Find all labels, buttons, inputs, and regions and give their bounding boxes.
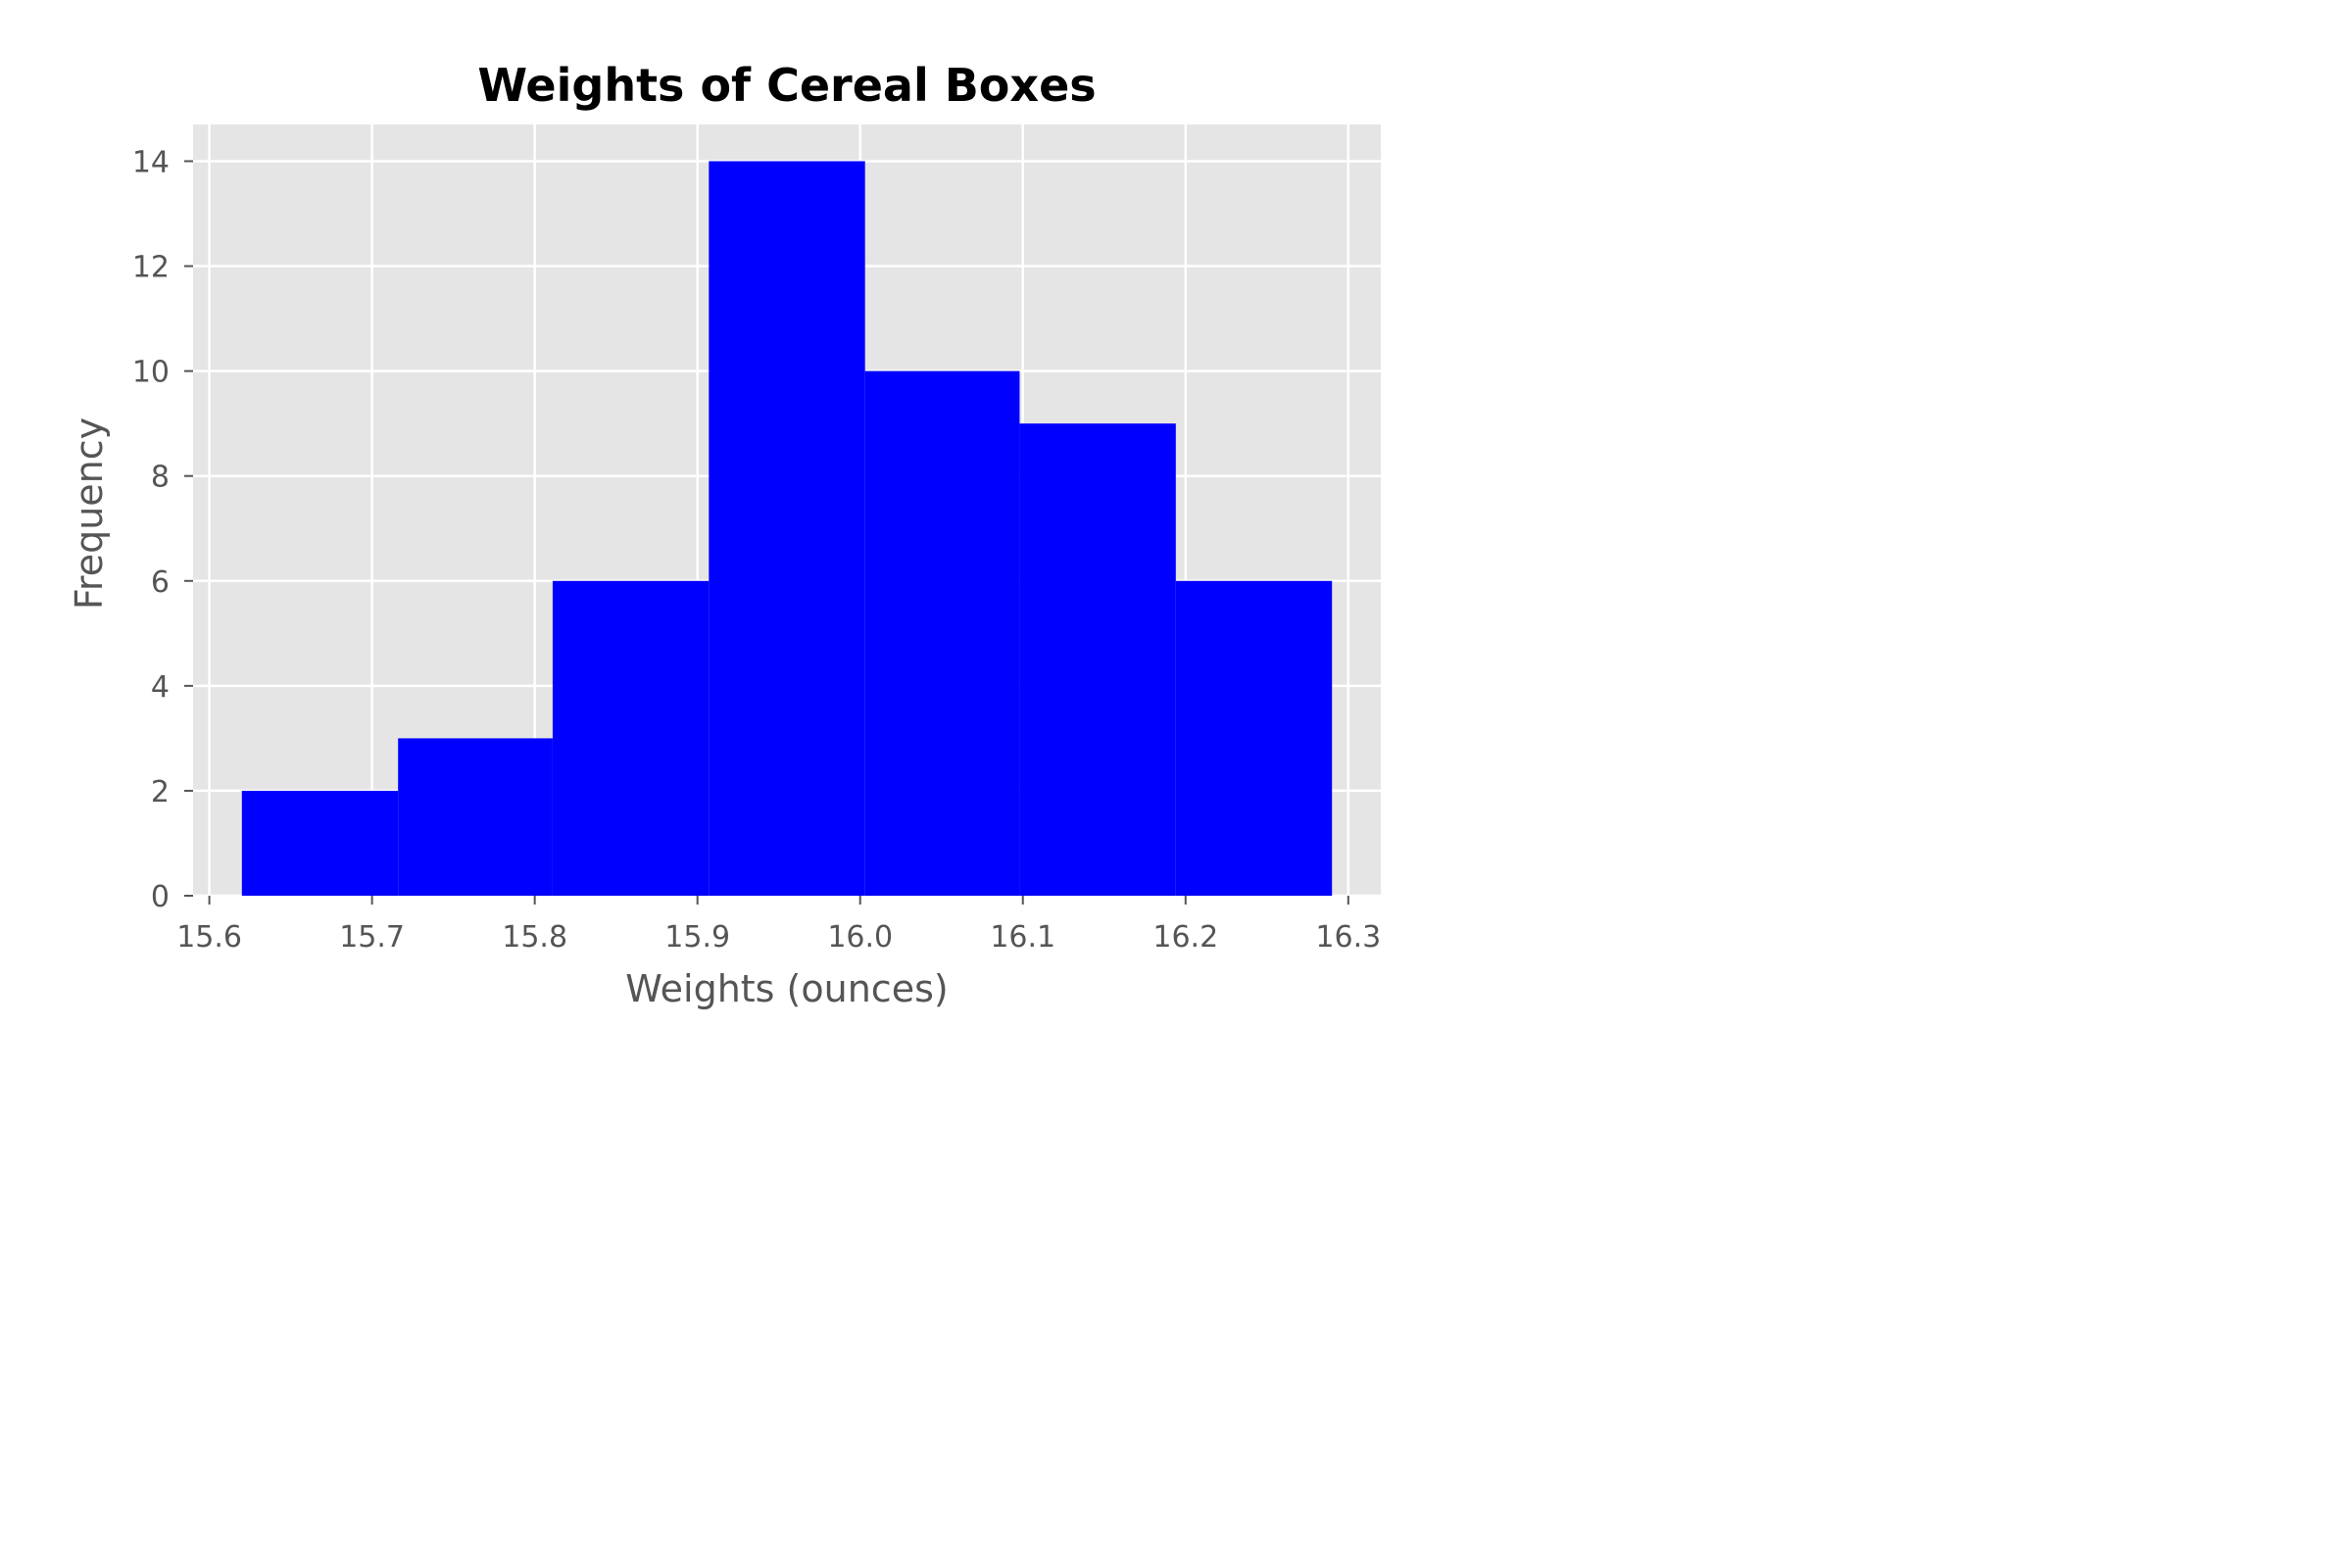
- x-tick-label: 15.8: [502, 920, 567, 955]
- y-tick-label: 4: [151, 670, 170, 705]
- y-tick-label: 6: [151, 565, 170, 600]
- histogram-bar: [864, 370, 1020, 896]
- y-tick-label: 12: [132, 251, 170, 285]
- histogram-bar: [398, 738, 553, 896]
- histogram-bar: [709, 161, 865, 896]
- chart-title: Weights of Cereal Boxes: [477, 59, 1096, 112]
- y-tick-label: 0: [151, 880, 170, 914]
- histogram-bar: [1175, 580, 1333, 896]
- y-tick-label: 14: [132, 145, 170, 179]
- y-tick-label: 2: [151, 775, 170, 809]
- x-tick-label: 15.6: [176, 920, 242, 955]
- x-tick-labels: 15.6 15.7 15.8 15.9 16.0 16.1 16.2 16.3: [176, 920, 1381, 955]
- histogram-bar: [1019, 423, 1176, 896]
- x-tick-label: 16.1: [990, 920, 1055, 955]
- y-tick-label: 8: [151, 461, 170, 495]
- x-tick-label: 15.9: [664, 920, 730, 955]
- y-axis-label: Frequency: [68, 417, 111, 610]
- x-tick-label: 16.3: [1315, 920, 1381, 955]
- x-axis-label: Weights (ounces): [625, 967, 948, 1010]
- x-tick-label: 16.2: [1152, 920, 1218, 955]
- x-tick-label: 15.7: [339, 920, 405, 955]
- y-tick-labels: 0 2 4 6 8 10 12 14: [132, 145, 170, 914]
- histogram-bars: [241, 161, 1333, 896]
- histogram-bar: [552, 580, 710, 896]
- histogram-bar: [241, 790, 399, 896]
- axis-ticks: [184, 160, 1349, 905]
- histogram-chart: 15.6 15.7 15.8 15.9 16.0 16.1 16.2 16.3 0 2 4 6 8 10…: [68, 59, 1381, 1010]
- x-tick-label: 16.0: [827, 920, 893, 955]
- y-tick-label: 10: [132, 356, 170, 390]
